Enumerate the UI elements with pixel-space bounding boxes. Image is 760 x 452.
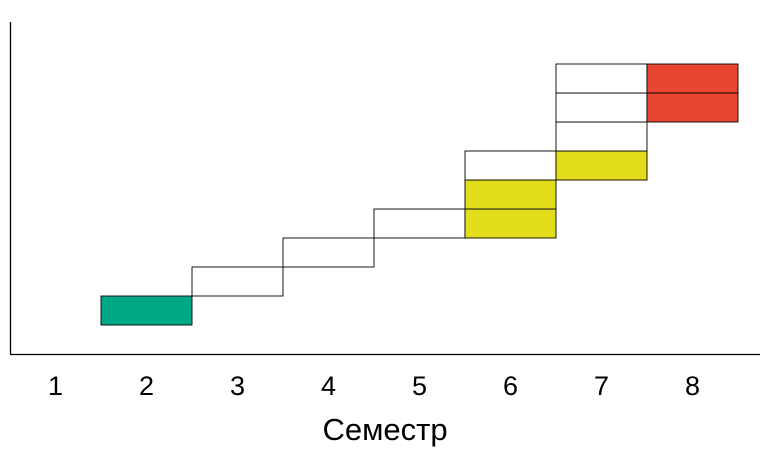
block-semester-6-level-5: [464, 179, 557, 210]
x-tick-label-5: 5: [412, 371, 427, 401]
block-semester-8-level-9: [646, 63, 739, 94]
block-semester-3-level-2: [191, 266, 284, 297]
block-semester-2-level-1: [100, 295, 193, 326]
block-semester-7-level-7: [555, 121, 648, 152]
x-tick-label-7: 7: [594, 371, 609, 401]
block-semester-6-level-6: [464, 150, 557, 181]
block-semester-7-level-6: [555, 150, 648, 181]
block-semester-6-level-4: [464, 208, 557, 239]
block-semester-7-level-9: [555, 63, 648, 94]
x-tick-label-8: 8: [685, 371, 700, 401]
x-tick-label-6: 6: [503, 371, 518, 401]
x-tick-label-3: 3: [230, 371, 245, 401]
x-tick-label-4: 4: [321, 371, 336, 401]
block-semester-7-level-8: [555, 92, 648, 123]
blocks-layer: [100, 63, 739, 326]
x-axis-title: Семестр: [322, 412, 447, 447]
x-tick-labels: 1 2 3 4 5 6 7 8: [48, 371, 700, 401]
x-tick-label-1: 1: [48, 371, 63, 401]
block-semester-5-level-4: [373, 208, 466, 239]
block-semester-4-level-3: [282, 237, 375, 268]
x-tick-label-2: 2: [139, 371, 154, 401]
block-semester-8-level-8: [646, 92, 739, 123]
